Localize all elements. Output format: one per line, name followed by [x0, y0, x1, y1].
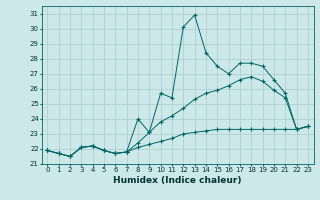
X-axis label: Humidex (Indice chaleur): Humidex (Indice chaleur): [113, 176, 242, 185]
